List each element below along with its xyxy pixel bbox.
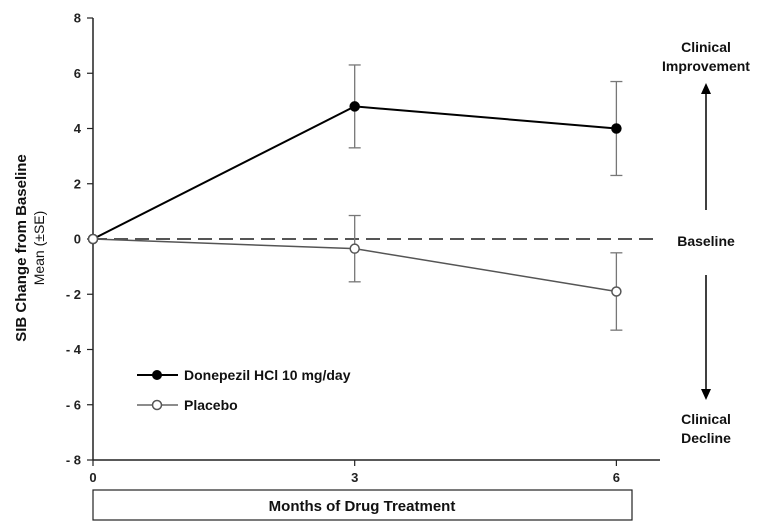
legend-label-donepezil: Donepezil HCl 10 mg/day	[184, 367, 351, 383]
y-axis-label: SIB Change from Baseline	[13, 154, 30, 342]
y-tick-label: - 4	[66, 342, 82, 357]
improvement-label-line1: Clinical	[681, 39, 731, 55]
data-point-placebo	[87, 233, 99, 245]
y-tick-label: - 8	[66, 453, 81, 468]
legend-item-donepezil: Donepezil HCl 10 mg/day	[137, 367, 351, 383]
series-placebo	[87, 214, 623, 331]
x-tick-label: 0	[89, 470, 96, 485]
data-point-placebo	[611, 286, 622, 297]
decline-label-line1: Clinical	[681, 411, 731, 427]
series-group	[87, 64, 623, 331]
y-tick-label: 2	[74, 176, 81, 191]
y-tick-label: - 6	[66, 397, 81, 412]
data-point-donepezil	[611, 123, 622, 134]
x-tick-label: 3	[351, 470, 358, 485]
decline-label-line2: Decline	[681, 430, 731, 446]
improvement-label-line2: Improvement	[662, 58, 750, 74]
data-point-placebo	[349, 243, 360, 254]
series-donepezil	[87, 64, 623, 245]
x-axis-title-frame	[92, 489, 633, 521]
y-tick-label: 8	[74, 11, 81, 26]
x-tick-label: 6	[613, 470, 620, 485]
side-annotations: Clinical Improvement Baseline Clinical D…	[662, 39, 750, 446]
legend-marker-donepezil	[152, 370, 162, 380]
y-tick-label: - 2	[66, 287, 81, 302]
data-point-donepezil	[349, 101, 360, 112]
x-ticks: 0 3 6	[89, 460, 620, 485]
y-axis-title: SIB Change from Baseline Mean (±SE)	[13, 154, 47, 342]
improvement-arrow-head	[701, 83, 711, 94]
y-axis-sublabel: Mean (±SE)	[31, 211, 47, 286]
y-tick-label: 6	[74, 66, 81, 81]
legend: Donepezil HCl 10 mg/day Placebo	[137, 367, 351, 413]
y-tick-label: 4	[74, 121, 82, 136]
x-axis-label: Months of Drug Treatment	[269, 498, 456, 515]
decline-arrow-head	[701, 389, 711, 400]
legend-marker-placebo	[151, 399, 163, 411]
x-axis-title-box: Months of Drug Treatment	[92, 489, 633, 521]
y-tick-label: 0	[74, 232, 81, 247]
baseline-label: Baseline	[677, 233, 735, 249]
legend-item-placebo: Placebo	[137, 397, 238, 413]
y-ticks: 8 6 4 2 0 - 2 - 4 - 6 - 8	[66, 11, 93, 468]
legend-label-placebo: Placebo	[184, 397, 238, 413]
